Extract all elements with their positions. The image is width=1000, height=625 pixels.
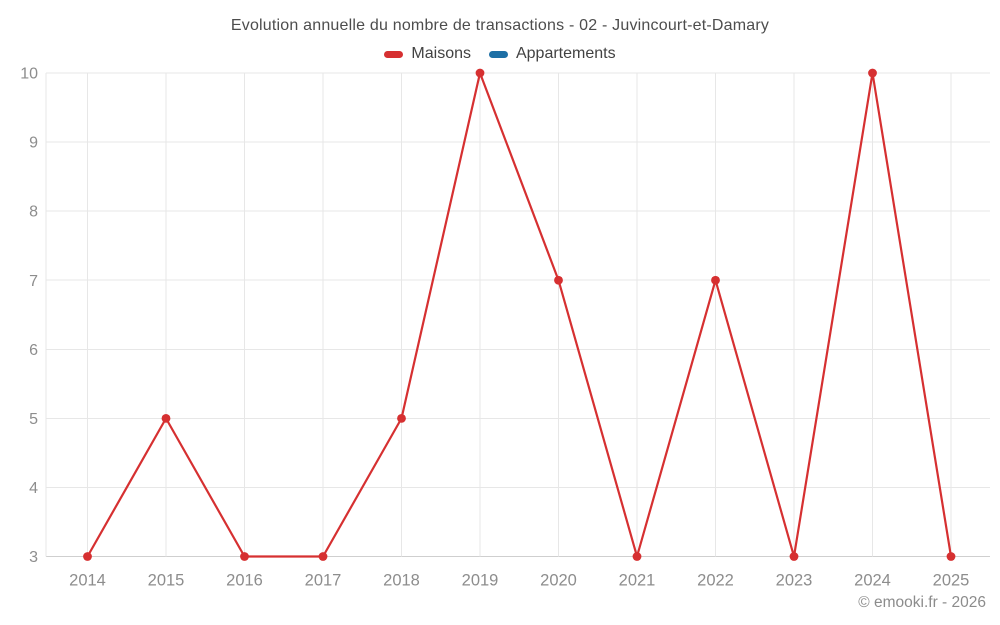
data-point-maisons-2023[interactable] — [789, 552, 799, 561]
y-axis-tick-label: 6 — [29, 342, 38, 359]
x-axis-tick-label: 2019 — [462, 572, 499, 590]
legend-label: Maisons — [411, 45, 471, 62]
x-axis-tick-label: 2018 — [383, 572, 420, 590]
data-point-maisons-2016[interactable] — [240, 552, 249, 561]
legend-item-appartements[interactable]: Appartements — [488, 45, 616, 63]
x-axis-tick-label: 2023 — [776, 572, 813, 590]
y-axis-tick-label: 3 — [29, 549, 38, 566]
data-point-maisons-2020[interactable] — [554, 275, 563, 285]
x-axis-tick-label: 2016 — [226, 572, 263, 590]
data-point-maisons-2015[interactable] — [161, 413, 171, 423]
data-point-maisons-2014[interactable] — [83, 552, 92, 561]
legend: Maisons Appartements — [0, 45, 1000, 63]
y-axis-tick-label: 10 — [20, 66, 38, 83]
x-axis-tick-label: 2014 — [69, 572, 106, 590]
legend-swatch-maisons — [384, 50, 404, 58]
x-axis-tick-label: 2025 — [933, 572, 970, 590]
y-axis-tick-label: 8 — [29, 204, 38, 221]
y-axis-tick-label: 7 — [29, 273, 38, 290]
data-point-maisons-2019[interactable] — [475, 68, 485, 78]
x-axis-tick-label: 2020 — [540, 572, 577, 590]
data-point-maisons-2022[interactable] — [711, 275, 720, 285]
y-axis-tick-label: 5 — [29, 411, 38, 428]
legend-label: Appartements — [515, 45, 616, 62]
series-line-maisons — [86, 71, 953, 558]
x-axis-tick-label: 2017 — [305, 572, 342, 590]
x-axis-tick-label: 2022 — [697, 572, 734, 590]
legend-item-maisons[interactable]: Maisons — [384, 45, 471, 63]
data-point-maisons-2025[interactable] — [946, 552, 956, 561]
data-point-maisons-2024[interactable] — [868, 68, 877, 78]
data-point-maisons-2017[interactable] — [318, 552, 328, 561]
legend-swatch-appartements — [488, 50, 508, 58]
x-axis-tick-label: 2021 — [619, 572, 656, 590]
y-axis-tick-label: 9 — [29, 135, 38, 152]
x-axis-tick-label: 2015 — [148, 572, 185, 590]
copyright-footer: © emooki.fr - 2026 — [858, 594, 986, 611]
data-point-maisons-2021[interactable] — [632, 552, 642, 561]
y-axis-tick-label: 4 — [29, 480, 38, 497]
chart-title: Evolution annuelle du nombre de transact… — [230, 17, 770, 34]
data-point-maisons-2018[interactable] — [397, 413, 406, 423]
x-axis-tick-label: 2024 — [854, 572, 891, 590]
